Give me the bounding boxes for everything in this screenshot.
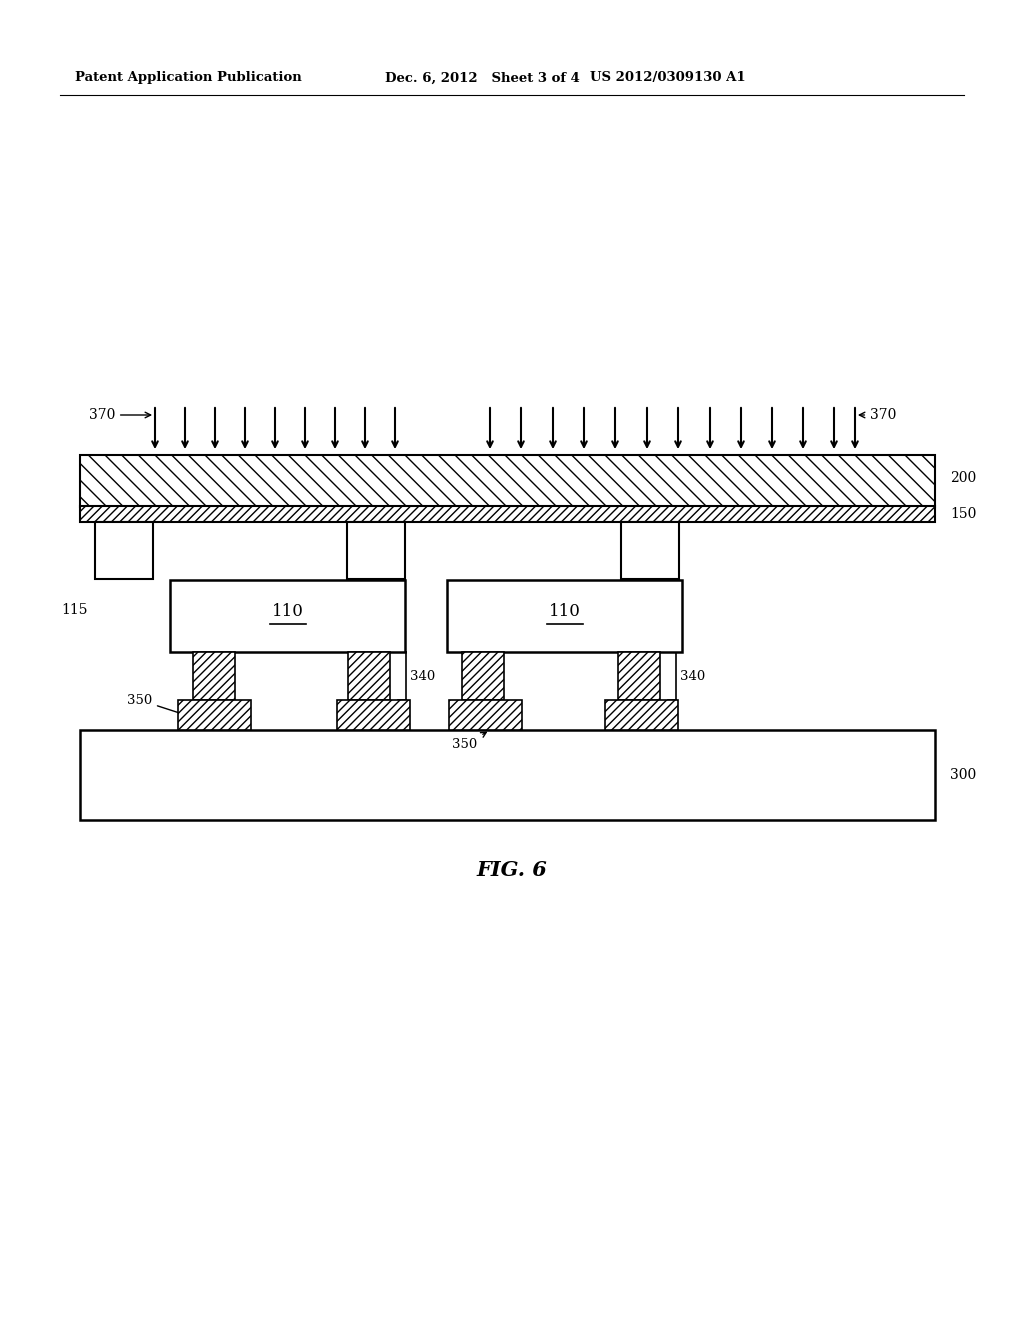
Text: Patent Application Publication: Patent Application Publication [75,71,302,84]
Text: 350: 350 [453,733,486,751]
Text: 115: 115 [623,603,649,616]
Bar [449,700,522,730]
Bar [178,700,251,730]
Text: 370: 370 [89,408,151,422]
Text: 350: 350 [127,693,190,718]
Text: 110: 110 [271,603,303,620]
Bar [347,521,406,579]
Bar [621,521,679,579]
Text: 115: 115 [61,603,88,616]
Text: Dec. 6, 2012   Sheet 3 of 4: Dec. 6, 2012 Sheet 3 of 4 [385,71,580,84]
Bar [348,652,390,700]
Text: 300: 300 [950,768,976,781]
Bar [80,730,935,820]
Text: 340: 340 [680,669,706,682]
Bar [193,652,234,700]
Text: US 2012/0309130 A1: US 2012/0309130 A1 [590,71,745,84]
Text: FIG. 6: FIG. 6 [476,861,548,880]
Bar [618,652,660,700]
Text: 115: 115 [349,603,376,616]
Text: 370: 370 [859,408,896,422]
Bar [337,700,410,730]
Bar [80,506,935,521]
Bar [462,652,504,700]
Bar [605,700,678,730]
Bar [447,579,682,652]
Text: 150: 150 [950,507,976,521]
Text: 200: 200 [950,471,976,484]
Text: 340: 340 [410,669,435,682]
Bar [170,579,406,652]
Bar [95,521,153,579]
Text: 110: 110 [549,603,581,620]
Bar [80,455,935,507]
